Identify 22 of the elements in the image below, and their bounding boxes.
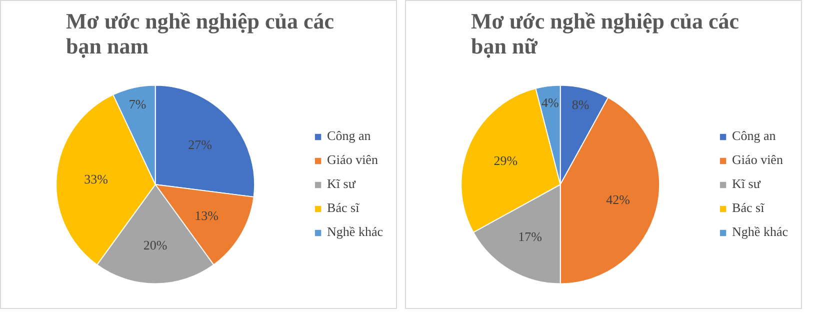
data-label: 13% <box>194 208 219 223</box>
legend-label: Nghề khác <box>327 224 383 240</box>
data-label: 4% <box>541 94 559 110</box>
legend-label: Kĩ sư <box>732 176 760 192</box>
data-label: 27% <box>188 136 212 152</box>
legend-label: Giáo viên <box>732 152 783 168</box>
chart-title: Mơ ước nghề nghiệp của các bạn nam <box>66 8 334 58</box>
legend-label: Công an <box>732 128 776 144</box>
data-label: 42% <box>606 192 630 208</box>
legend-label: Bác sĩ <box>732 200 764 216</box>
legend-label: Kĩ sư <box>327 176 356 192</box>
data-label: 8% <box>572 96 590 112</box>
data-label: 7% <box>128 96 146 112</box>
data-label: 33% <box>84 171 108 186</box>
legend-label: Giáo viên <box>327 152 378 168</box>
chart-title: Mơ ước nghề nghiệp của các bạn nữ <box>471 8 740 58</box>
data-label: 17% <box>518 229 542 244</box>
data-label: 20% <box>143 238 168 252</box>
legend-label: Nghề khác <box>732 224 788 240</box>
legend-label: Công an <box>327 128 371 144</box>
data-label: 29% <box>494 152 518 168</box>
legend-label: Bác sĩ <box>327 200 360 216</box>
